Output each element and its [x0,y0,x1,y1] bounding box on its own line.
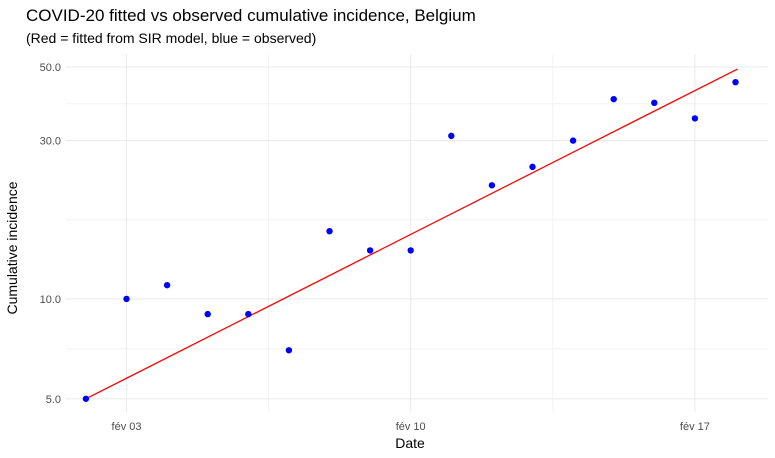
chart-subtitle: (Red = fitted from SIR model, blue = obs… [26,30,316,46]
x-tick-label: fév 17 [680,421,710,433]
observed-point [488,182,496,189]
observed-point [610,95,617,103]
observed-point [732,78,739,86]
observed-point [569,137,577,144]
y-axis-ticks: 5.0 10.0 30.0 50.0 [40,62,61,406]
observed-point [123,295,130,303]
fitted-line [85,68,738,400]
x-axis-title: Date [395,435,425,451]
y-tick-label: 10.0 [40,294,61,306]
observed-point [448,132,455,140]
observed-point [163,281,171,289]
observed-point [204,310,211,318]
observed-points [82,78,739,402]
observed-point [245,310,252,318]
observed-point [651,99,658,107]
chart-title: COVID-20 fitted vs observed cumulative i… [26,6,476,25]
observed-point [82,395,90,402]
y-tick-label: 5.0 [46,394,61,406]
grid [66,54,768,412]
x-tick-label: fév 10 [396,421,426,433]
x-tick-label: fév 03 [112,421,142,433]
fitted-lines [85,68,738,400]
y-axis-title: Cumulative incidence [4,181,20,314]
observed-point [326,227,333,235]
observed-point [366,247,374,254]
observed-point [691,115,699,122]
observed-point [529,163,536,171]
y-tick-label: 50.0 [40,62,61,74]
observed-point [285,347,293,354]
y-tick-label: 30.0 [40,136,61,148]
observed-point [407,247,414,254]
x-axis-ticks: fév 03 fév 10 fév 17 [112,421,710,433]
